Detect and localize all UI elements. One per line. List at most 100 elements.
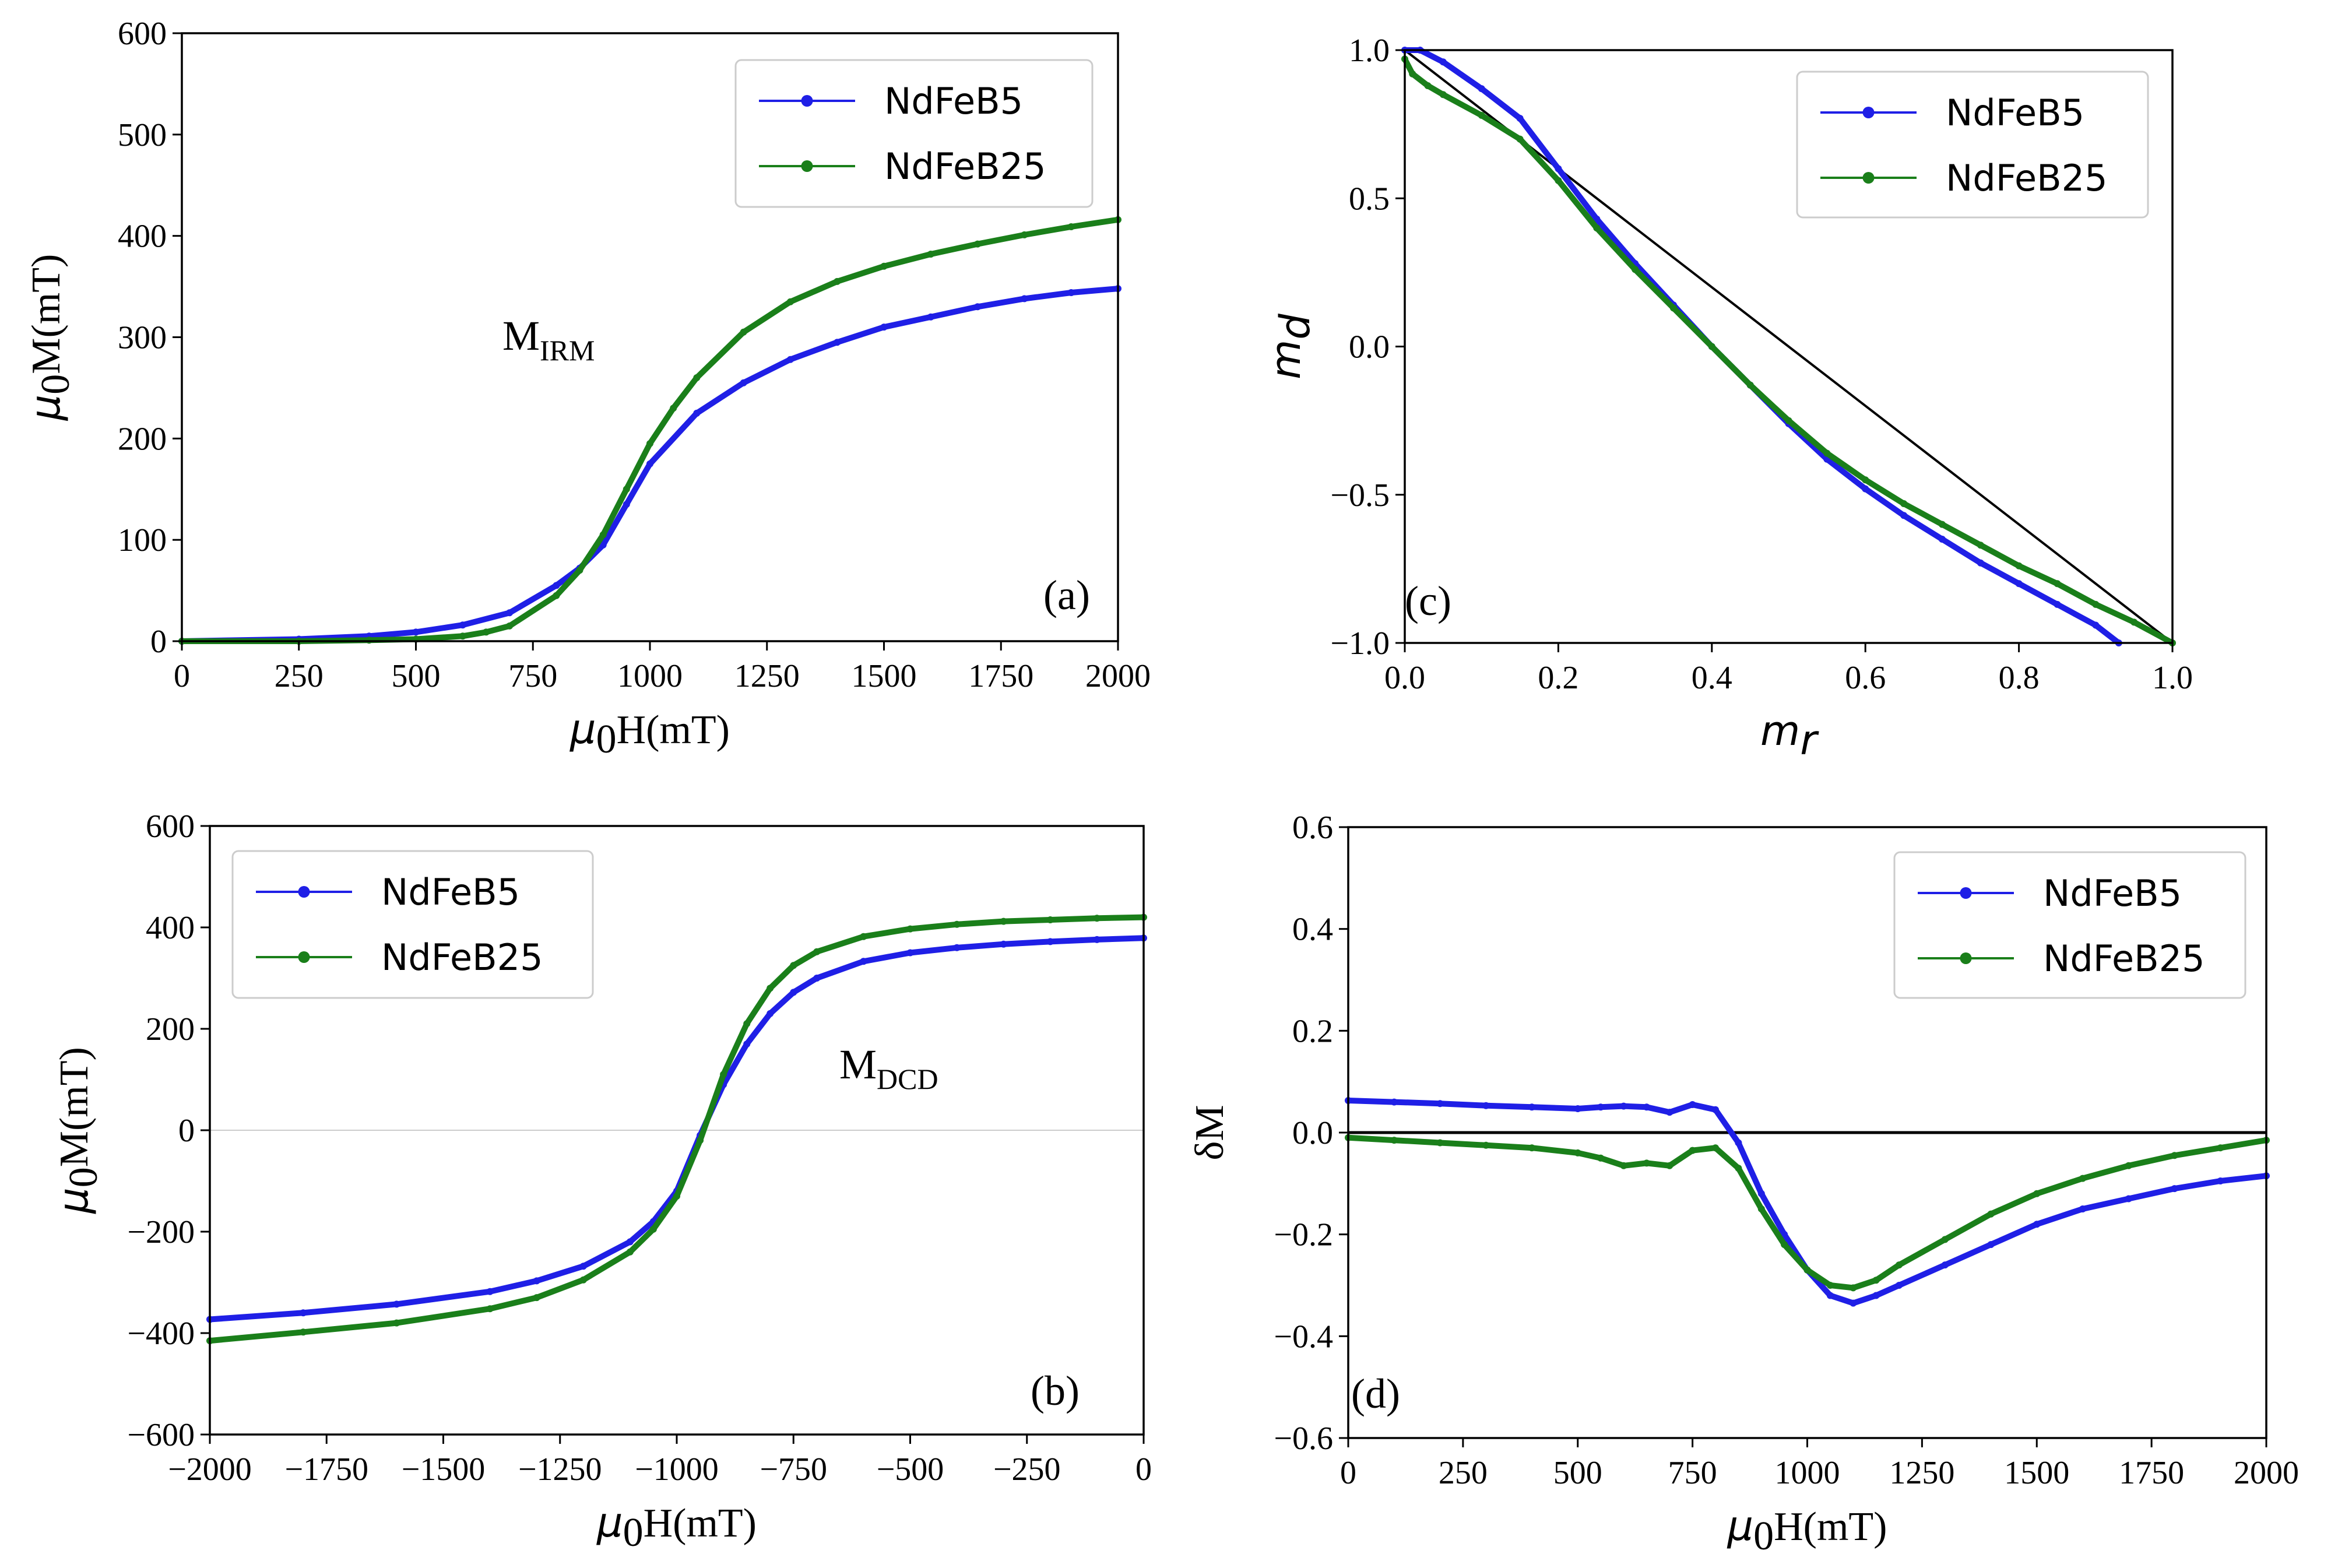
x-tick-label: 750 — [1668, 1455, 1717, 1491]
series-ndfeb25-point — [834, 277, 841, 285]
series-ndfeb5-point — [626, 1238, 634, 1246]
legend-label-ndfeb5: NdFeB5 — [1946, 92, 2084, 134]
series-ndfeb25-point — [1987, 1210, 1995, 1218]
series-ndfeb5-point — [974, 303, 982, 311]
series-ndfeb25-point — [720, 1071, 727, 1078]
series-ndfeb5-point — [1555, 165, 1562, 173]
x-axis-label: mr — [1760, 707, 1819, 764]
panel-b: −2000 −1750 −1500 −1250 −1000 −750 −500 −250 0−6… — [50, 808, 1152, 1555]
panel-label: (c) — [1405, 578, 1451, 624]
annotation-subscript: DCD — [877, 1063, 938, 1095]
series-ndfeb25-line — [1345, 1134, 2269, 1291]
x-axis-label-subscript: 0 — [596, 717, 617, 762]
series-ndfeb25-point — [1781, 1241, 1788, 1249]
series-ndfeb25-point — [576, 567, 583, 574]
series-ndfeb5-point — [646, 460, 653, 467]
series-ndfeb5-point — [2033, 1221, 2041, 1228]
series-ndfeb5-point — [1941, 1261, 1949, 1269]
series-ndfeb25-point — [2033, 1190, 2041, 1197]
x-tick-label: −750 — [760, 1451, 827, 1488]
legend-box — [231, 850, 594, 999]
legend-marker-ndfeb5 — [298, 886, 310, 898]
series-ndfeb5-point — [459, 621, 466, 629]
legend-box — [1893, 851, 2246, 999]
y-tick-label: −200 — [127, 1214, 195, 1250]
x-axis-label: μ0H(mT) — [1727, 1502, 1887, 1559]
series-ndfeb5-point — [860, 958, 867, 965]
series-ndfeb25-point — [2130, 618, 2138, 626]
series-ndfeb5-point — [1862, 485, 1869, 493]
series-ndfeb5-point — [693, 409, 701, 417]
x-tick-label: −1000 — [635, 1451, 719, 1488]
y-tick-label: −400 — [127, 1316, 195, 1352]
x-tick-label: −500 — [877, 1451, 944, 1488]
series-ndfeb25-point — [670, 405, 677, 412]
y-tick-label: 400 — [118, 219, 167, 255]
series-ndfeb25-point — [1826, 1282, 1834, 1289]
series-ndfeb25-point — [1632, 266, 1639, 273]
series-ndfeb5-point — [506, 609, 514, 617]
series-ndfeb5-point — [1900, 512, 1908, 519]
y-tick-label: −1.0 — [1330, 625, 1390, 662]
series-ndfeb25-point — [1896, 1261, 1903, 1269]
series-ndfeb5-point — [786, 356, 794, 363]
series-ndfeb25-point — [1900, 500, 1908, 507]
x-tick-label: −2000 — [168, 1451, 252, 1488]
series-ndfeb25-point — [1746, 381, 1754, 389]
series-ndfeb25-point — [2125, 1162, 2132, 1169]
x-tick-label: 0.4 — [1692, 660, 1732, 696]
series-ndfeb5-point — [813, 975, 821, 982]
legend-box — [734, 59, 1094, 208]
series-ndfeb25-point — [1785, 417, 1792, 424]
y-tick-label: 0.4 — [1292, 912, 1333, 948]
series-ndfeb25-point — [533, 1294, 540, 1302]
series-ndfeb5-point — [1987, 1241, 1995, 1249]
y-tick-label: 600 — [118, 16, 167, 52]
legend-marker-ndfeb25 — [801, 160, 813, 172]
series-ndfeb25-point — [1593, 224, 1601, 232]
series-ndfeb25-point — [1872, 1277, 1880, 1284]
x-tick-label: 1250 — [1889, 1455, 1954, 1491]
series-ndfeb5-point — [1593, 215, 1601, 223]
series-ndfeb25-point — [1620, 1162, 1627, 1169]
series-ndfeb25-point — [1597, 1154, 1605, 1162]
legend: NdFeB5 NdFeB25 — [1893, 851, 2246, 999]
annotation-main: M — [502, 312, 540, 359]
x-axis-label-text: H(mT) — [644, 1501, 757, 1546]
series-ndfeb5-point — [1689, 1101, 1696, 1108]
series-ndfeb25-point — [1021, 231, 1028, 238]
legend: NdFeB5 NdFeB25 — [734, 59, 1094, 208]
series-ndfeb5-point — [1574, 1105, 1581, 1112]
x-tick-label: 250 — [1439, 1455, 1488, 1491]
series-ndfeb5-point — [880, 324, 888, 331]
series-ndfeb25-point — [646, 440, 653, 447]
series-ndfeb25-point — [1046, 916, 1054, 923]
series-ndfeb25-point — [300, 1328, 307, 1336]
series-ndfeb5-point — [1757, 1190, 1765, 1197]
series-ndfeb5-point — [1528, 1103, 1535, 1111]
legend-marker-ndfeb25 — [298, 951, 310, 963]
y-tick-label: 200 — [146, 1011, 195, 1047]
series-ndfeb25-point — [1977, 542, 1984, 549]
series-ndfeb25-point — [1666, 1162, 1673, 1169]
series-ndfeb5-point — [1597, 1103, 1605, 1111]
series-ndfeb25-point — [1708, 343, 1715, 350]
y-axis-label: md — [1262, 314, 1319, 379]
series-ndfeb5-point — [743, 1040, 751, 1048]
series-ndfeb25-point — [786, 298, 794, 305]
x-axis-label-text: H(mT) — [1774, 1504, 1887, 1549]
series-ndfeb5-point — [906, 949, 914, 957]
x-tick-label: −250 — [993, 1451, 1061, 1488]
series-ndfeb25-point — [1000, 917, 1007, 925]
series-ndfeb5-line — [1345, 1098, 2269, 1306]
y-tick-label: 500 — [118, 117, 167, 153]
series-ndfeb25-point — [2092, 600, 2100, 608]
series-ndfeb25-point — [927, 251, 934, 258]
x-tick-label: 1250 — [734, 658, 800, 694]
y-tick-label: −0.6 — [1274, 1421, 1333, 1457]
x-tick-label: 0.2 — [1538, 660, 1578, 696]
legend-label-ndfeb5: NdFeB5 — [884, 80, 1023, 122]
series-ndfeb25-point — [483, 628, 490, 636]
y-axis-label: μ0M(mT) — [50, 1047, 106, 1214]
y-tick-label: −0.2 — [1274, 1217, 1333, 1253]
